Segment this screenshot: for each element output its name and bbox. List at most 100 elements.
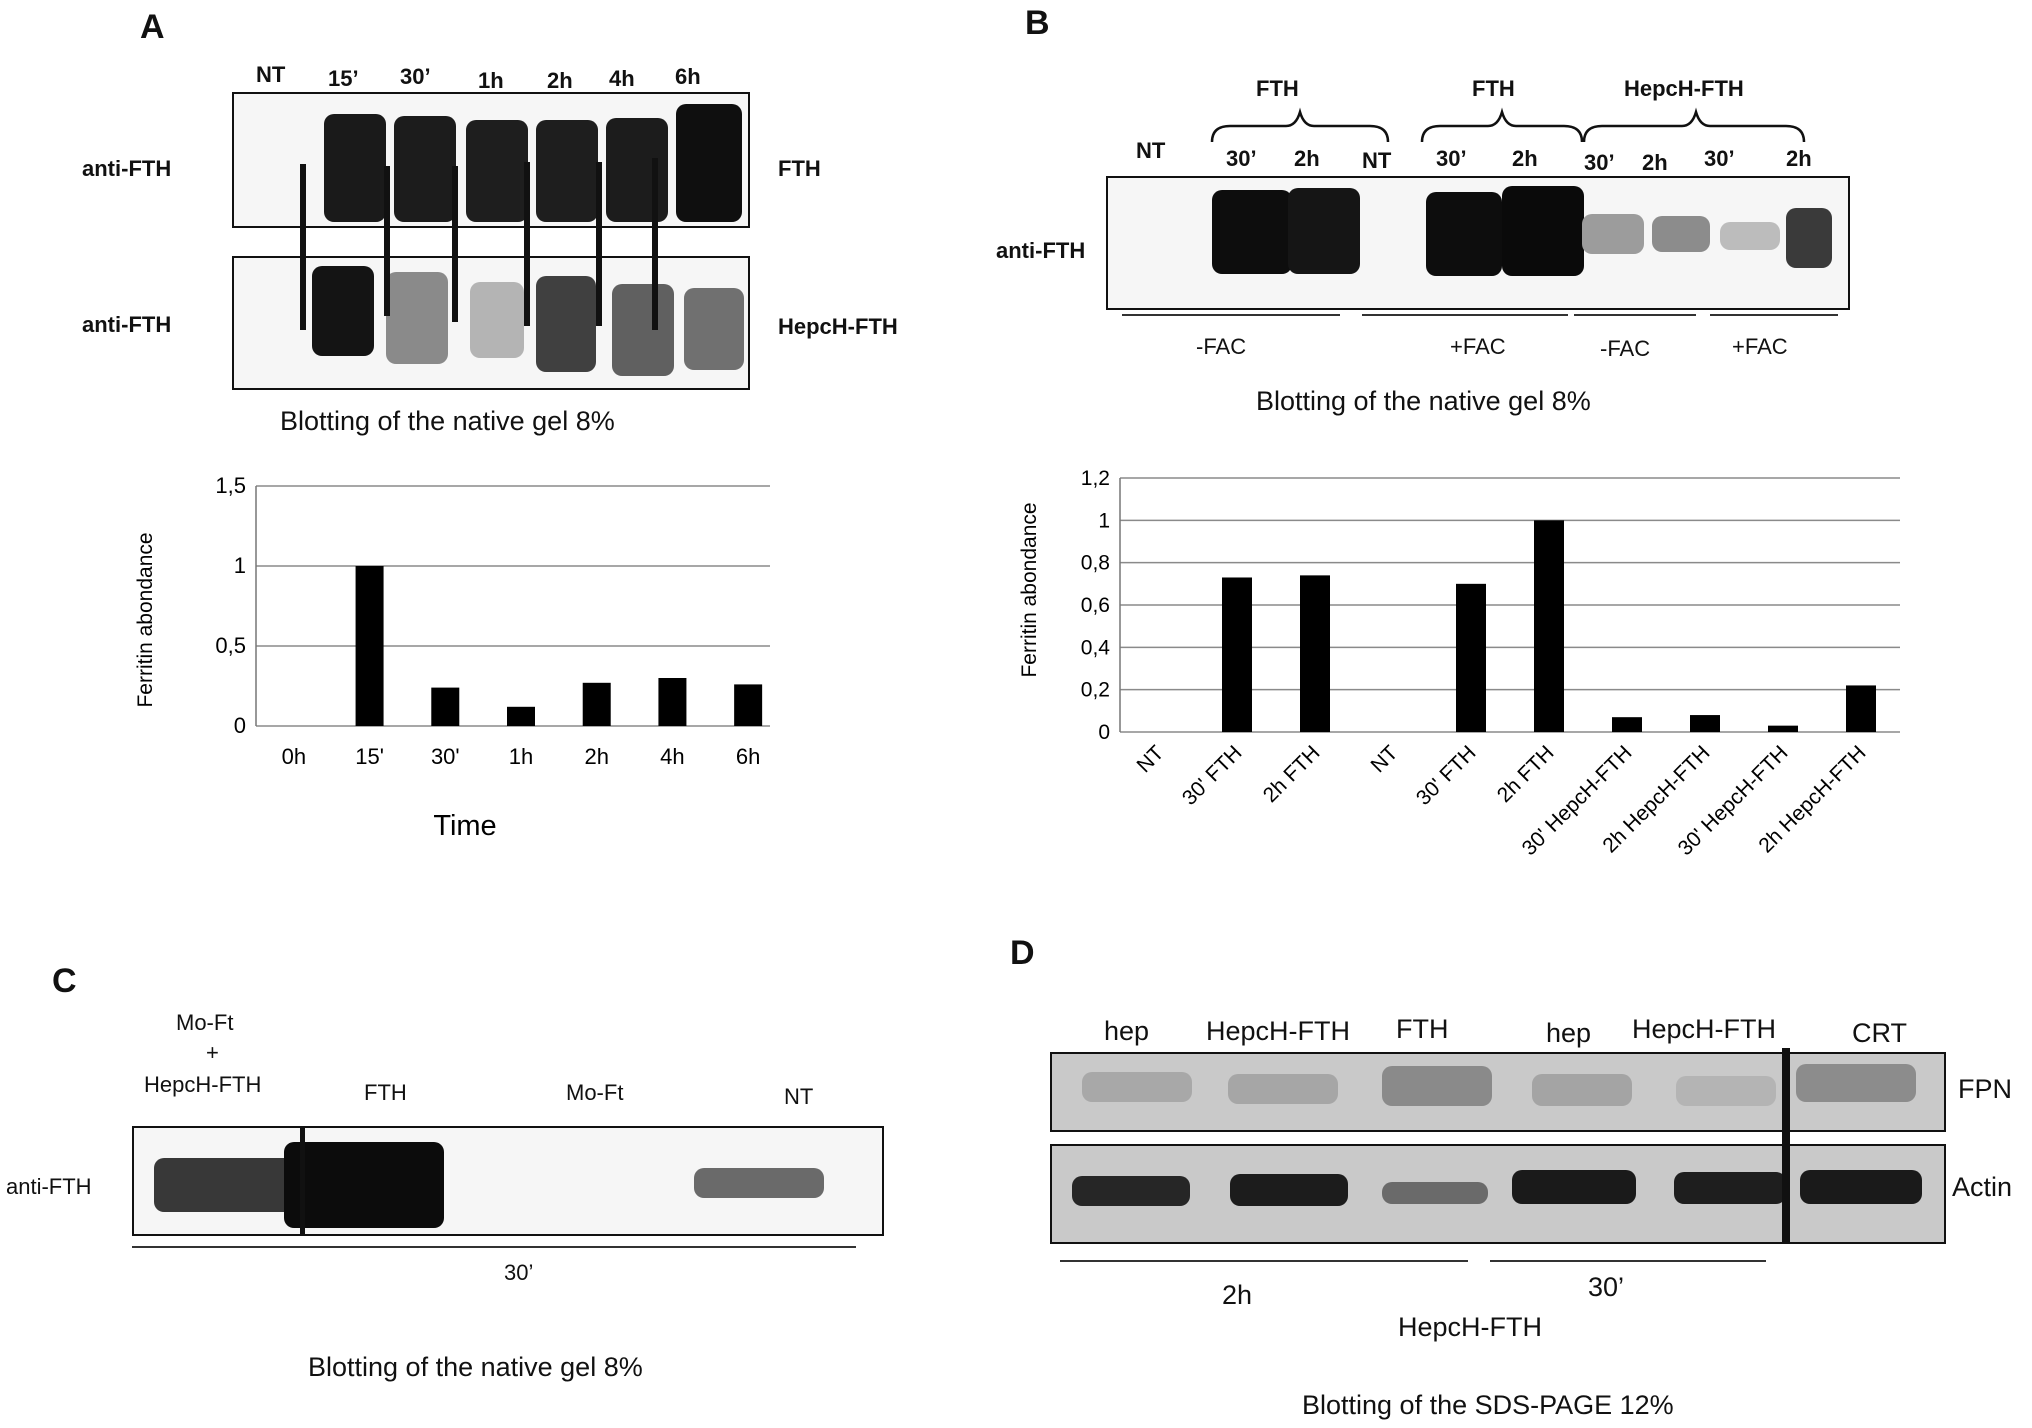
- lane-label: HepcH-FTH: [1206, 1016, 1351, 1046]
- panel-c-letter: C: [52, 962, 77, 1000]
- x-tick-label: 6h: [736, 744, 760, 769]
- lane-divider: [300, 1126, 305, 1236]
- lane-label: FTH: [364, 1080, 407, 1105]
- y-tick-label: 0,8: [1081, 552, 1110, 575]
- lane-label: 30’: [1436, 146, 1467, 171]
- lane-divider: [300, 164, 306, 330]
- lane-divider: [596, 162, 602, 326]
- chart-b-ylabel: Ferritin abondance: [1018, 502, 1041, 677]
- row-label-anti-fth: anti-FTH: [6, 1174, 92, 1199]
- x-tick-label: NT: [1132, 741, 1168, 777]
- bar: [1300, 575, 1330, 732]
- caption-d: Blotting of the SDS-PAGE 12%: [1302, 1390, 1674, 1420]
- bar: [1222, 577, 1252, 732]
- blot-d-fpn: [1050, 1052, 1946, 1132]
- blot-b: [1106, 176, 1850, 310]
- lane-label: NT: [1362, 148, 1392, 173]
- panel-b-letter: B: [1025, 4, 1050, 42]
- lane-label: 2h: [1512, 146, 1538, 171]
- fac-rule: [1122, 314, 1340, 316]
- y-tick-label: 1,5: [215, 473, 246, 498]
- blot-d-actin: [1050, 1144, 1946, 1244]
- blot-c: [132, 1126, 884, 1236]
- lane-label: HepcH-FTH: [144, 1072, 262, 1097]
- x-tick-label: 0h: [282, 744, 306, 769]
- y-tick-label: 0,4: [1081, 636, 1111, 659]
- x-tick-label: 30' FTH: [1412, 741, 1481, 810]
- chart-b: 00,20,40,60,811,2NT 30' FTH 2h FTH NT 30' FT…: [1018, 467, 1900, 860]
- caption-b: Blotting of the native gel 8%: [1256, 386, 1591, 416]
- lane-label: 1h: [478, 68, 504, 93]
- y-tick-label: 0: [1098, 721, 1110, 744]
- bar: [1690, 715, 1720, 732]
- side-label-fpn: FPN: [1958, 1074, 2012, 1104]
- lane-label: hep: [1104, 1016, 1150, 1046]
- chart-a: 0 0,5 1 1,5 0h 15' 30' 1h 2h 4h 6h Ferritin abonda…: [134, 473, 770, 842]
- lane-divider: [452, 166, 458, 322]
- x-tick-label: 15': [355, 744, 384, 769]
- lane-label: 6h: [675, 64, 701, 89]
- lane-divider: [384, 166, 390, 316]
- x-tick-label: 4h: [660, 744, 684, 769]
- x-tick-label: 2h: [584, 744, 608, 769]
- lane-label: hep: [1546, 1018, 1592, 1048]
- x-tick-label: 2h FTH: [1493, 741, 1559, 807]
- lane-divider: [524, 162, 530, 326]
- blot-a-hepch-fth: [232, 256, 750, 390]
- bar: [1846, 685, 1876, 732]
- fac-rule: [1362, 314, 1568, 316]
- lane-label: 4h: [609, 66, 635, 91]
- time-label: 30’: [1588, 1272, 1625, 1302]
- lane-label: 2h: [1786, 146, 1812, 171]
- lane-divider: [1782, 1048, 1790, 1244]
- lane-label: NT: [1136, 138, 1166, 163]
- lane-label: CRT: [1852, 1018, 1908, 1048]
- chart-a-xlabel: Time: [433, 810, 496, 842]
- lane-label: Mo-Ft: [176, 1010, 234, 1035]
- treatment-label: HepcH-FTH: [1398, 1312, 1543, 1342]
- lane-label: 30’: [400, 64, 431, 89]
- lane-label: +: [206, 1040, 219, 1065]
- fac-rule: [1574, 314, 1696, 316]
- group-label-hepch-fth: HepcH-FTH: [1624, 76, 1744, 101]
- fac-rule: [1710, 314, 1838, 316]
- y-tick-label: 1,2: [1081, 467, 1110, 490]
- y-tick-label: 0,5: [215, 633, 246, 658]
- fac-label: +FAC: [1732, 334, 1788, 359]
- lane-label: Mo-Ft: [566, 1080, 624, 1105]
- lane-label: 15’: [328, 66, 359, 91]
- x-tick-label: NT: [1366, 741, 1402, 777]
- fac-label: -FAC: [1600, 336, 1651, 361]
- group-label-fth: FTH: [1472, 76, 1515, 101]
- x-tick-label: 30': [431, 744, 460, 769]
- time-label: 30’: [504, 1260, 534, 1285]
- y-tick-label: 1: [1098, 509, 1110, 532]
- bar: [507, 706, 535, 726]
- bar: [734, 684, 763, 726]
- y-tick-label: 0,2: [1081, 679, 1110, 702]
- panel-a-letter: A: [140, 8, 165, 46]
- bar: [1456, 583, 1486, 732]
- lane-label: 2h: [547, 68, 573, 93]
- bar: [1534, 520, 1564, 732]
- bar: [431, 687, 460, 726]
- blot-a-fth: [232, 92, 750, 228]
- side-label-actin: Actin: [1952, 1172, 2013, 1202]
- fac-label: +FAC: [1450, 334, 1506, 359]
- bar: [658, 678, 687, 726]
- chart-a-ylabel: Ferritin abondance: [134, 532, 157, 707]
- y-tick-label: 0,6: [1081, 594, 1110, 617]
- group-braces: [1210, 107, 1806, 143]
- lane-label: FTH: [1396, 1014, 1449, 1044]
- side-label-fth: FTH: [778, 156, 821, 181]
- caption-a: Blotting of the native gel 8%: [280, 406, 615, 436]
- lane-label: 30’: [1226, 146, 1257, 171]
- lane-label: 2h: [1294, 146, 1320, 171]
- bar: [582, 682, 611, 726]
- group-label-fth: FTH: [1256, 76, 1299, 101]
- bar: [355, 566, 384, 726]
- lane-label: HepcH-FTH: [1632, 1014, 1777, 1044]
- row-label-anti-fth: anti-FTH: [82, 156, 172, 181]
- lane-label: NT: [784, 1084, 814, 1109]
- y-tick-label: 0: [234, 713, 246, 738]
